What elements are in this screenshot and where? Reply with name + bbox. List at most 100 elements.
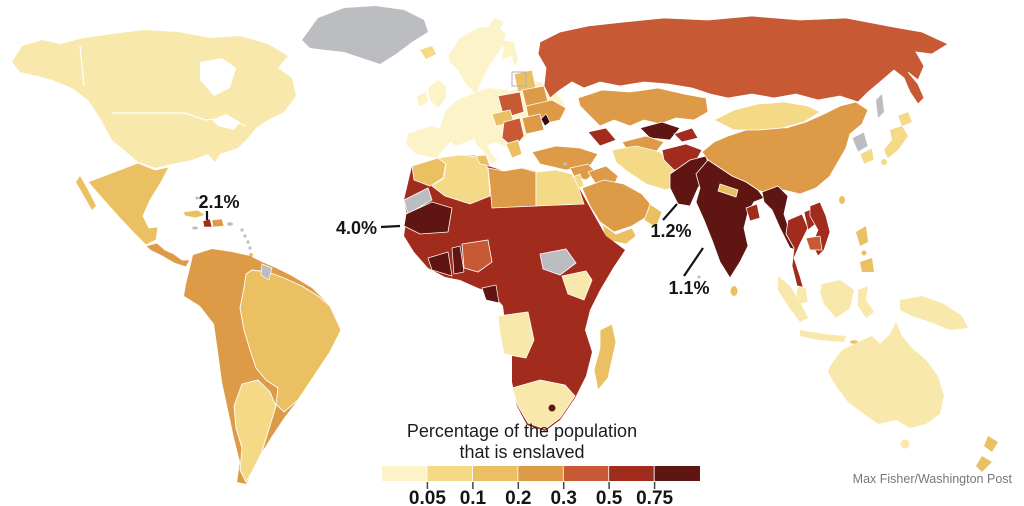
south-america-group: [184, 249, 342, 484]
region-philippines: [860, 258, 874, 272]
region-philippines: [861, 250, 867, 256]
region-iceland: [420, 46, 436, 59]
region-turkey: [531, 145, 599, 171]
legend-swatch-2: [427, 466, 472, 481]
europe-group: [406, 26, 577, 164]
region-new-zealand: [976, 456, 992, 472]
baltic-sea: [500, 56, 520, 92]
region-nigeria: [461, 239, 493, 273]
region-south-africa: [511, 379, 576, 430]
credit-line: Max Fisher/Washington Post: [853, 472, 1013, 486]
region-nepal: [717, 183, 739, 198]
hudson-bay: [200, 58, 236, 96]
us-canada-border: [112, 112, 247, 127]
legend-swatch-4: [518, 466, 563, 481]
legend-swatch-6: [609, 466, 654, 481]
region-java: [800, 330, 846, 342]
region-malaysia: [795, 285, 809, 305]
great-lakes: [212, 114, 240, 130]
region-scandinavia: [448, 26, 506, 94]
region-tunisia: [475, 154, 491, 167]
region-jamaica: [192, 226, 198, 230]
region-central-america: [145, 242, 191, 268]
annotations-group: 2.1% 4.0% 1.2% 1.1%: [198, 192, 709, 298]
region-lesotho: [548, 404, 556, 412]
region-new-zealand: [984, 436, 998, 452]
region-canada-usa: [12, 30, 296, 168]
annotation-line-india: [683, 247, 704, 277]
region-puerto-rico: [227, 222, 233, 226]
region-maldives: [697, 275, 701, 279]
region-united-kingdom: [428, 80, 446, 108]
central-asia-middle-east-group: [531, 87, 711, 245]
region-guyana: [260, 263, 273, 281]
region-australia: [828, 322, 944, 428]
legend-tick-labels: 0.05 0.1 0.2 0.3 0.5 0.75: [409, 488, 674, 506]
legend-swatch-3: [472, 466, 518, 481]
region-japan: [898, 112, 912, 126]
legend-swatch-7: [654, 466, 700, 481]
africa-group: [403, 154, 625, 431]
annotation-label-haiti: 2.1%: [198, 192, 239, 212]
region-philippines: [856, 226, 868, 246]
region-kazakhstan: [577, 87, 709, 127]
black-sea: [533, 134, 577, 146]
region-sulawesi: [858, 286, 874, 318]
region-dominican-republic: [211, 218, 225, 228]
region-togo-benin: [451, 245, 465, 275]
region-gabon: [481, 284, 500, 304]
region-iberia: [406, 126, 450, 158]
oceania-group: [778, 226, 998, 472]
region-bahamas: [201, 201, 205, 205]
region-taiwan: [839, 196, 845, 204]
region-new-guinea: [900, 296, 968, 330]
region-cuba: [182, 209, 206, 219]
caribbean-group: [182, 196, 253, 257]
kaliningrad-inset-box: [511, 71, 527, 87]
region-mongolia: [713, 101, 821, 131]
legend-tick-label: 0.75: [636, 488, 673, 506]
region-caucasus: [587, 127, 617, 147]
region-romania: [521, 113, 545, 135]
region-japan: [881, 159, 887, 165]
region-haiti: [202, 218, 213, 228]
region-japan: [884, 126, 908, 158]
region-argentina: [233, 379, 277, 483]
legend-tick-label: 0.05: [409, 488, 446, 506]
region-angola: [497, 311, 535, 359]
legend-tick-label: 0.5: [596, 488, 623, 506]
region-mauritania: [403, 201, 453, 235]
region-lesser-antilles: [246, 240, 250, 244]
region-algeria: [431, 154, 491, 205]
region-lesser-antilles: [240, 228, 244, 232]
legend: Percentage of the population that is ens…: [382, 421, 700, 506]
region-egypt: [535, 169, 585, 207]
region-cote-divoire-ghana: [427, 251, 453, 277]
region-borneo: [820, 280, 854, 318]
region-western-sahara: [403, 187, 433, 215]
region-madagascar: [593, 323, 617, 391]
russia-group: [537, 15, 949, 118]
region-india: [695, 159, 765, 279]
region-south-sudan: [539, 248, 577, 276]
region-libya: [487, 167, 537, 209]
region-sumatra: [778, 276, 808, 322]
region-russia: [537, 15, 949, 105]
legend-swatch-1: [382, 466, 427, 481]
region-moldova: [540, 113, 551, 127]
region-cyprus: [562, 162, 568, 166]
region-bangladesh: [745, 203, 761, 222]
region-cambodia: [805, 235, 823, 251]
legend-tick-label: 0.1: [460, 488, 487, 506]
region-north-korea: [851, 131, 869, 153]
annotation-label-pakistan: 1.2%: [650, 221, 691, 241]
legend-swatch-5: [563, 466, 609, 481]
annotation-line-mauritania: [380, 224, 401, 229]
region-lesser-sunda: [850, 340, 858, 344]
region-sakhalin: [876, 94, 884, 118]
legend-color-bar: [382, 466, 700, 481]
region-sri-lanka: [730, 286, 738, 296]
asia-group: [695, 101, 912, 305]
